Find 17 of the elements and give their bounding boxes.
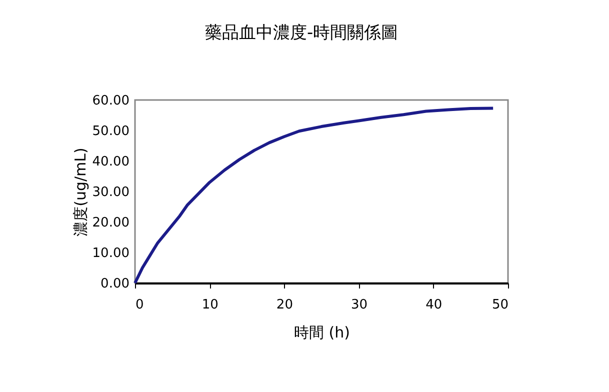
y-tick-label: 50.00 xyxy=(92,124,130,139)
chart-title: 藥品血中濃度-時間關係圖 xyxy=(204,23,398,43)
x-tick-label: 0 xyxy=(136,298,144,312)
y-tick-label: 40.00 xyxy=(92,154,130,170)
x-tick-label: 50 xyxy=(492,298,508,312)
y-tick-label: 30.00 xyxy=(92,185,130,200)
x-axis-title: 時間 (h) xyxy=(294,324,350,342)
x-tick-label: 30 xyxy=(351,298,368,312)
x-tick-label: 10 xyxy=(202,298,218,312)
line-series xyxy=(134,106,495,284)
y-axis-title: 濃度(ug/mL) xyxy=(71,148,90,236)
x-tick-label: 20 xyxy=(276,298,293,312)
x-tick-label: 40 xyxy=(426,298,442,312)
y-tick-label: 10.00 xyxy=(92,246,130,261)
y-tick-label: 60.00 xyxy=(92,94,130,108)
y-tick-label: 0.00 xyxy=(100,276,130,292)
y-tick-label: 20.00 xyxy=(92,216,130,230)
